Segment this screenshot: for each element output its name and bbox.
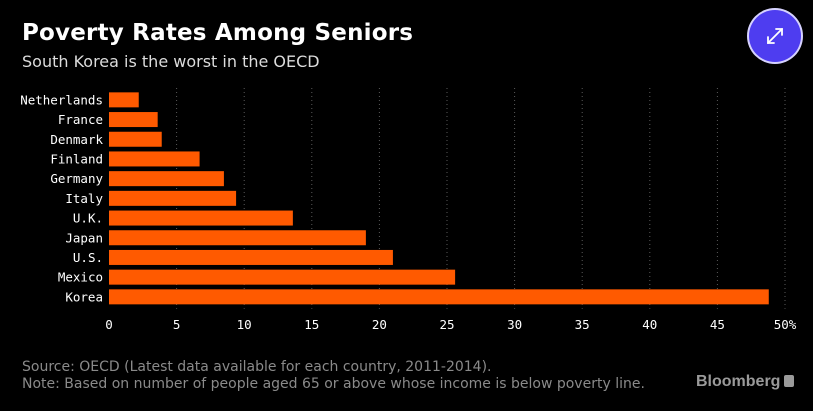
category-label: Mexico — [58, 270, 103, 285]
bar-u-s — [109, 249, 393, 265]
chart-title: Poverty Rates Among Seniors — [22, 20, 414, 46]
bar-france — [109, 112, 158, 128]
x-tick-label: 40 — [642, 317, 657, 332]
x-tick-label: 10 — [237, 317, 252, 332]
bar-japan — [109, 230, 366, 246]
category-label: Korea — [65, 289, 103, 304]
bars — [109, 92, 769, 305]
bloomberg-logo: Bloomberg — [696, 373, 795, 391]
x-tick-label: 35 — [575, 317, 590, 332]
bar-mexico — [109, 269, 456, 285]
x-tick-label: 25 — [439, 317, 454, 332]
bar-u-k — [109, 210, 293, 226]
logo-mark-icon — [784, 375, 795, 387]
x-tick-label: 45 — [710, 317, 725, 332]
bar-germany — [109, 171, 224, 187]
category-label: Denmark — [50, 132, 103, 147]
category-label: Italy — [65, 191, 103, 206]
expand-button[interactable] — [749, 10, 801, 62]
category-label: France — [58, 112, 103, 127]
bar-netherlands — [109, 92, 139, 108]
category-label: Germany — [50, 171, 103, 186]
category-labels: Netherlands France Denmark Finland Germany It… — [20, 92, 103, 304]
x-tick-label: 15 — [304, 317, 319, 332]
x-axis-ticks: 0 5 10 15 20 25 30 35 40 45 50% — [105, 317, 797, 332]
bar-korea — [109, 289, 769, 305]
x-tick-label: 30 — [507, 317, 522, 332]
x-tick-label: 0 — [105, 317, 113, 332]
chart-subtitle: South Korea is the worst in the OECD — [22, 52, 320, 71]
category-label: Netherlands — [20, 92, 103, 107]
x-tick-label: 5 — [173, 317, 181, 332]
category-label: U.K. — [73, 211, 103, 226]
bar-denmark — [109, 131, 162, 147]
category-label: Finland — [50, 151, 103, 166]
expand-arrows-icon — [767, 28, 783, 44]
bar-finland — [109, 151, 200, 167]
category-label: U.S. — [73, 250, 103, 265]
category-label: Japan — [65, 230, 103, 245]
grid-lines — [176, 88, 786, 309]
bar-italy — [109, 190, 237, 206]
source-note: Source: OECD (Latest data available for … — [22, 359, 492, 375]
x-tick-label: 50% — [774, 317, 797, 332]
footnote: Note: Based on number of people aged 65 … — [22, 376, 645, 392]
x-tick-label: 20 — [372, 317, 387, 332]
bar-chart: Netherlands France Denmark Finland Germany It… — [20, 88, 797, 332]
